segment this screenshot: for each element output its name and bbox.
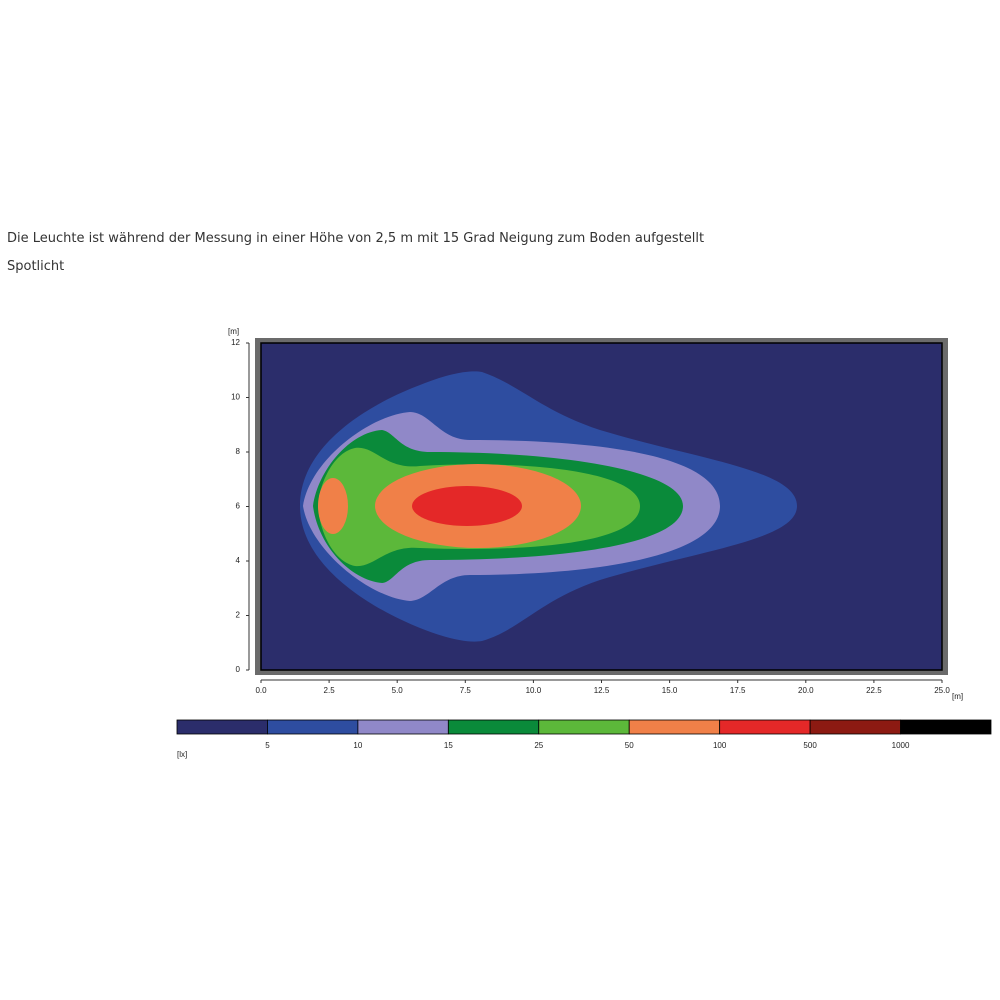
x-tick-label: 15.0 — [662, 686, 678, 695]
subcaption: Spotlicht — [7, 259, 65, 274]
legend-swatch — [267, 719, 359, 735]
y-tick-label: 8 — [236, 447, 241, 456]
legend-swatch — [900, 719, 992, 735]
y-axis-unit: [m] — [228, 327, 239, 336]
isolux-region — [412, 486, 522, 526]
caption: Die Leuchte ist während der Messung in e… — [7, 231, 705, 246]
x-tick-label: 25.0 — [934, 686, 950, 695]
plot-area — [260, 342, 943, 671]
isolux-region — [318, 478, 348, 534]
y-tick-label: 10 — [231, 393, 240, 402]
legend-unit: [lx] — [177, 750, 187, 759]
x-tick-label: 5.0 — [392, 686, 404, 695]
legend-swatch — [447, 719, 540, 735]
legend-label: 50 — [625, 741, 634, 750]
legend-swatch — [538, 719, 630, 735]
legend-label: 5 — [265, 741, 270, 750]
legend-swatch — [628, 719, 721, 735]
legend-label: 500 — [803, 741, 817, 750]
legend-swatch — [176, 719, 268, 735]
legend-label: 1000 — [892, 741, 910, 750]
y-tick-label: 2 — [236, 611, 241, 620]
x-tick-label: 20.0 — [798, 686, 814, 695]
x-tick-label: 0.0 — [255, 686, 267, 695]
x-tick-label: 17.5 — [730, 686, 746, 695]
x-axis-unit: [m] — [952, 692, 963, 701]
legend-label: 25 — [534, 741, 543, 750]
legend-label: 15 — [444, 741, 453, 750]
x-tick-label: 22.5 — [866, 686, 882, 695]
y-tick-label: 12 — [231, 338, 240, 347]
y-tick-label: 0 — [236, 665, 241, 674]
legend-swatch — [357, 719, 449, 735]
x-tick-label: 7.5 — [460, 686, 472, 695]
legend-label: 10 — [353, 741, 362, 750]
legend-swatch — [809, 719, 901, 735]
plot-border — [260, 342, 943, 671]
x-tick-label: 2.5 — [324, 686, 336, 695]
y-tick-label: 4 — [236, 556, 241, 565]
legend-label: 100 — [713, 741, 727, 750]
x-tick-label: 12.5 — [594, 686, 610, 695]
x-tick-label: 10.0 — [526, 686, 542, 695]
legend-swatch — [719, 719, 811, 735]
y-tick-label: 6 — [236, 502, 241, 511]
